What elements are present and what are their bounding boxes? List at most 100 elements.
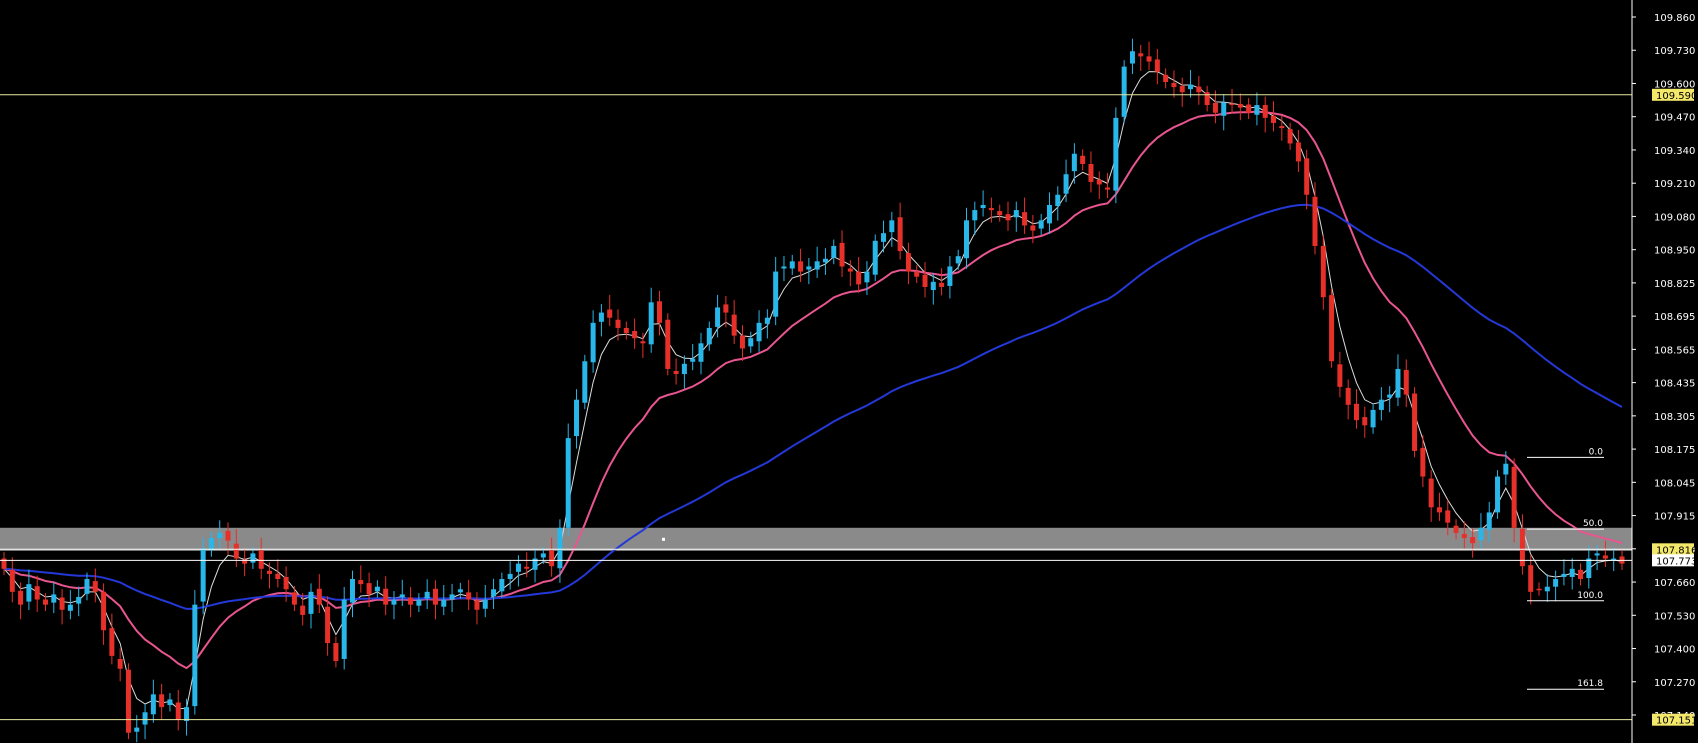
price-tag-box — [1652, 543, 1694, 556]
candle-body — [715, 307, 721, 327]
candle-body — [640, 341, 646, 344]
price-axis-label: 109.080 — [1654, 212, 1695, 223]
candle-body — [1121, 66, 1127, 117]
candle-body — [1329, 295, 1335, 362]
candle-body — [167, 699, 173, 706]
candle-body — [864, 271, 870, 283]
candle-body — [1229, 103, 1235, 106]
price-axis-label: 107.915 — [1654, 512, 1695, 523]
candle-body — [1146, 56, 1152, 62]
candle-body — [690, 358, 696, 362]
candle-body — [632, 331, 638, 339]
candle-body — [814, 261, 820, 270]
candle-body — [59, 597, 65, 610]
candle-body — [491, 589, 497, 597]
fibonacci-levels: 0.0 50.0 100.0 161.8 — [1527, 447, 1604, 690]
candle-body — [1304, 158, 1310, 195]
price-axis-label: 108.435 — [1654, 379, 1695, 390]
candle-body — [706, 327, 712, 345]
fib-level-label: 100.0 — [1577, 591, 1603, 601]
price-axis-label: 108.950 — [1654, 246, 1695, 257]
candle-body — [914, 271, 920, 277]
candle-body — [598, 312, 604, 322]
candle-body — [242, 559, 248, 564]
candle-body — [972, 210, 978, 221]
candle-body — [656, 301, 662, 323]
candle-body — [565, 438, 571, 528]
candle-body — [159, 694, 165, 708]
candle-body — [1163, 74, 1169, 82]
candle-body — [847, 268, 853, 272]
price-tag-box — [1652, 713, 1694, 726]
candle-body — [34, 586, 40, 600]
candle-body — [374, 586, 380, 592]
price-axis-label: 109.730 — [1654, 46, 1695, 57]
candle-body — [1594, 553, 1600, 556]
price-axis-label: 108.825 — [1654, 279, 1695, 290]
candle-body — [997, 211, 1003, 216]
candle-body — [590, 322, 596, 363]
candle-body — [1171, 83, 1177, 88]
candle-body — [258, 550, 264, 569]
candle-body — [325, 606, 331, 644]
candle-body — [1544, 586, 1550, 592]
candle-body — [515, 563, 521, 572]
candle-body — [731, 314, 737, 336]
price-axis-label: 108.695 — [1654, 312, 1695, 323]
candle-body — [623, 327, 629, 334]
price-tag-label: 109.590 — [1656, 91, 1697, 102]
candle-body — [756, 322, 762, 342]
candle-body — [125, 669, 131, 733]
candle-body — [1528, 565, 1534, 592]
candle-body — [76, 596, 82, 604]
candle-body — [1602, 555, 1608, 559]
price-tag-label: 107.151 — [1656, 716, 1697, 727]
candle-body — [300, 605, 306, 615]
horizontal-lines — [0, 94, 1632, 721]
candle-body — [1561, 573, 1567, 577]
price-axis-label: 109.860 — [1654, 13, 1695, 24]
candle-body — [366, 583, 372, 595]
candle-body — [947, 266, 953, 286]
candle-body — [1063, 174, 1069, 194]
zone-marker — [662, 537, 665, 541]
candle-body — [1179, 86, 1185, 93]
candle-body — [466, 592, 472, 600]
candle-body — [233, 543, 239, 559]
price-axis-label: 107.660 — [1654, 578, 1695, 589]
candle-body — [582, 361, 588, 403]
candle-body — [557, 527, 563, 569]
candle-body — [275, 573, 281, 580]
candle-body — [1080, 155, 1086, 164]
price-axis-label: 107.400 — [1654, 645, 1695, 656]
candle-body — [1254, 105, 1260, 115]
candle-body — [1237, 104, 1243, 108]
candle-body — [1420, 447, 1426, 477]
candle-body — [109, 628, 115, 656]
candle-body — [1204, 92, 1210, 106]
candle-body — [1395, 368, 1401, 398]
price-axis-label: 108.045 — [1654, 478, 1695, 489]
moving-averages — [3, 71, 1623, 710]
candle-body — [1412, 393, 1418, 451]
candle-body — [1403, 369, 1409, 395]
candle-body — [905, 253, 911, 272]
candle-body — [856, 271, 862, 285]
candle-body — [507, 573, 513, 580]
candle-body — [1287, 129, 1293, 144]
candle-body — [341, 599, 347, 659]
candle-body — [897, 217, 903, 252]
candle-body — [1038, 220, 1044, 229]
fib-level-label: 161.8 — [1577, 679, 1603, 689]
ma-fast-line — [3, 71, 1623, 710]
candle-body — [225, 530, 231, 541]
candle-body — [1055, 194, 1061, 206]
candle-body — [208, 538, 214, 551]
resistance-zone — [0, 527, 1632, 551]
candle-body — [1312, 196, 1318, 246]
candle-body — [665, 319, 671, 369]
candle-body — [574, 399, 580, 437]
candle-body — [1461, 533, 1467, 539]
